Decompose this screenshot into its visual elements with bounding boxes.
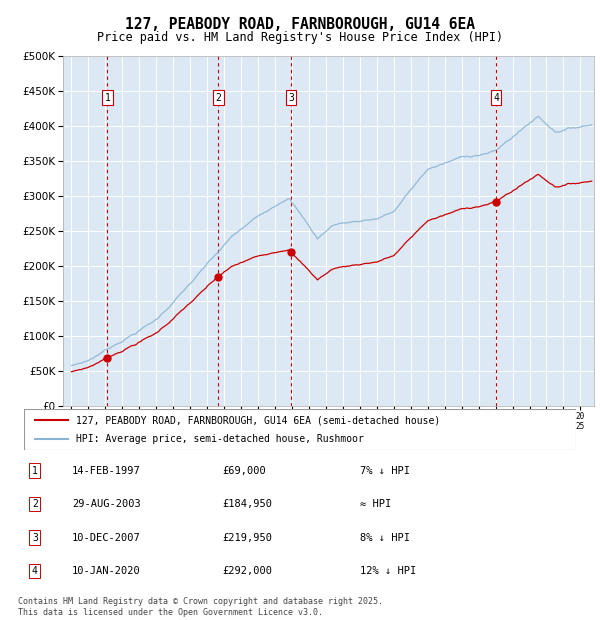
Text: 2: 2 <box>32 499 38 509</box>
Text: 3: 3 <box>32 533 38 542</box>
Text: 12% ↓ HPI: 12% ↓ HPI <box>360 566 416 576</box>
Text: £184,950: £184,950 <box>222 499 272 509</box>
Text: 8% ↓ HPI: 8% ↓ HPI <box>360 533 410 542</box>
Text: HPI: Average price, semi-detached house, Rushmoor: HPI: Average price, semi-detached house,… <box>76 435 364 445</box>
FancyBboxPatch shape <box>24 409 576 450</box>
Text: £219,950: £219,950 <box>222 533 272 542</box>
Text: 29-AUG-2003: 29-AUG-2003 <box>72 499 141 509</box>
Text: 3: 3 <box>288 93 294 103</box>
Text: £69,000: £69,000 <box>222 466 266 476</box>
Text: 127, PEABODY ROAD, FARNBOROUGH, GU14 6EA: 127, PEABODY ROAD, FARNBOROUGH, GU14 6EA <box>125 17 475 32</box>
Text: 10-JAN-2020: 10-JAN-2020 <box>72 566 141 576</box>
Text: £292,000: £292,000 <box>222 566 272 576</box>
Text: 2: 2 <box>215 93 221 103</box>
Text: Contains HM Land Registry data © Crown copyright and database right 2025.: Contains HM Land Registry data © Crown c… <box>18 597 383 606</box>
Text: 4: 4 <box>32 566 38 576</box>
Text: 14-FEB-1997: 14-FEB-1997 <box>72 466 141 476</box>
Text: 1: 1 <box>104 93 110 103</box>
Text: This data is licensed under the Open Government Licence v3.0.: This data is licensed under the Open Gov… <box>18 608 323 617</box>
Text: 10-DEC-2007: 10-DEC-2007 <box>72 533 141 542</box>
Text: 1: 1 <box>32 466 38 476</box>
Text: ≈ HPI: ≈ HPI <box>360 499 391 509</box>
Text: 7% ↓ HPI: 7% ↓ HPI <box>360 466 410 476</box>
Text: Price paid vs. HM Land Registry's House Price Index (HPI): Price paid vs. HM Land Registry's House … <box>97 31 503 44</box>
Text: 127, PEABODY ROAD, FARNBOROUGH, GU14 6EA (semi-detached house): 127, PEABODY ROAD, FARNBOROUGH, GU14 6EA… <box>76 415 440 425</box>
Text: 4: 4 <box>493 93 499 103</box>
